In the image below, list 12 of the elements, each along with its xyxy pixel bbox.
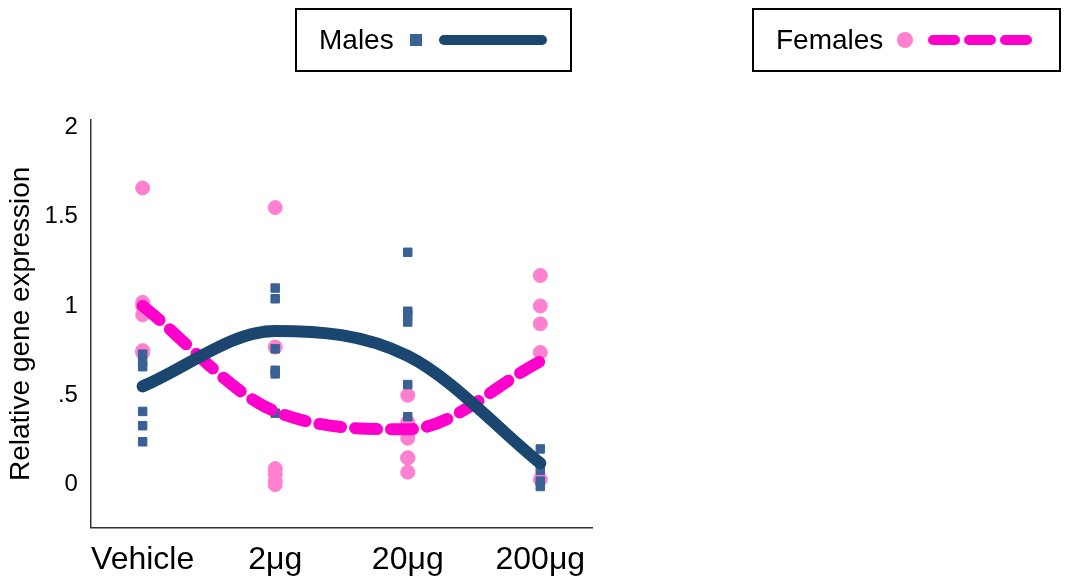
y-tick-label: 2 <box>64 111 78 139</box>
x-tick-label: 2μg <box>248 539 303 576</box>
y-tick-label: .5 <box>57 379 78 407</box>
y-tick-label: 1 <box>64 290 78 318</box>
y-tick-label: 0 <box>64 469 78 497</box>
legend-label: Females <box>776 24 884 56</box>
x-tick-label: Vehicle <box>91 539 195 576</box>
legend-label: Males <box>319 24 394 56</box>
y-axis-title: Relative gene expression <box>3 166 35 482</box>
x-tick-label: 20μg <box>371 539 444 576</box>
y-tick-label: 1.5 <box>44 201 78 229</box>
x-tick-label: 200μg <box>495 539 586 576</box>
